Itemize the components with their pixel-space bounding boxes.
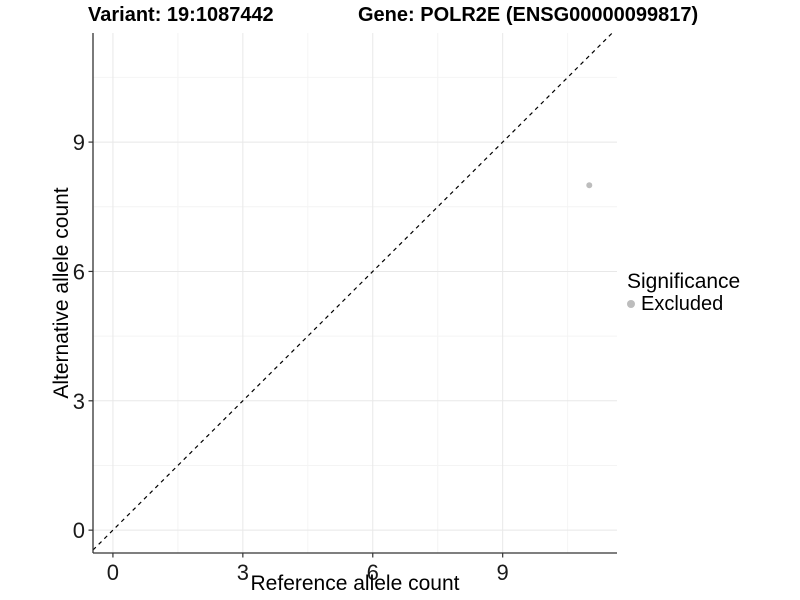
gene-title: Gene: POLR2E (ENSG00000099817) [358,4,699,26]
legend-title: Significance [627,270,741,293]
x-tick-label: 3 [237,560,249,585]
y-tick-label: 6 [73,259,85,284]
data-point [586,182,593,189]
y-axis-label: Alternative allele count [50,187,73,399]
y-tick-label: 9 [73,130,85,155]
legend-item-excluded: Excluded [627,294,740,314]
identity-dashed-line [92,32,613,551]
x-tick-label: 9 [497,560,509,585]
legend: Significance Excluded [627,270,740,314]
y-tick-label: 0 [73,518,85,543]
legend-key-dot [627,300,635,308]
x-tick-label: 6 [367,560,379,585]
variant-title: Variant: 19:1087442 [88,4,274,26]
y-tick-label: 3 [73,389,85,414]
legend-item-label: Excluded [641,293,724,315]
x-tick-label: 0 [107,560,119,585]
x-axis-label: Reference allele count [250,572,460,595]
